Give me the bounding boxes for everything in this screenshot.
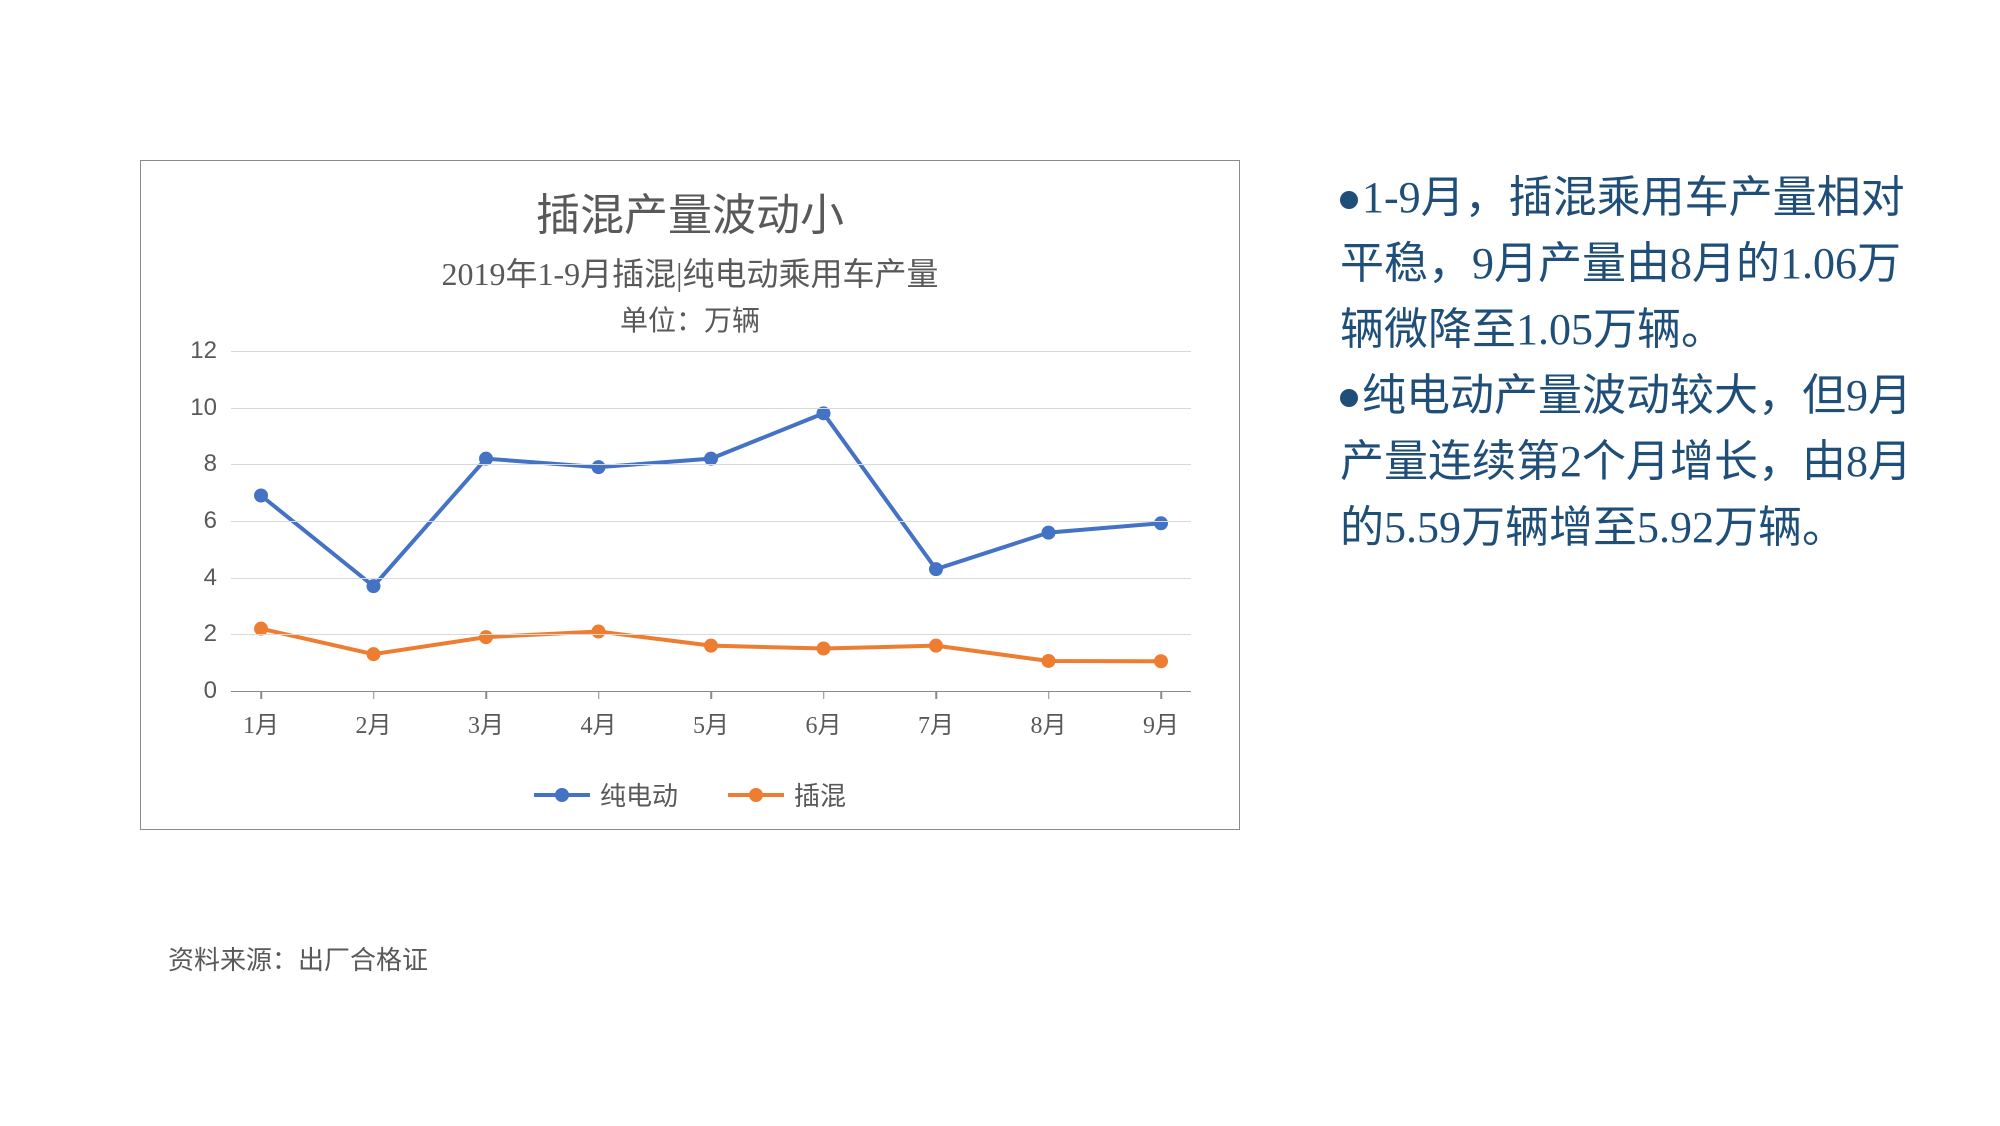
- series-marker: [592, 460, 606, 474]
- legend-label: 纯电动: [600, 776, 678, 813]
- bullet-text: 1-9月，插混乘用车产量相对平稳，9月产量由8月的1.06万辆微降至1.05万辆…: [1340, 173, 1905, 354]
- gridline: [231, 464, 1191, 465]
- gridline: [231, 408, 1191, 409]
- plot-area: 0246810121月2月3月4月5月6月7月8月9月: [231, 351, 1191, 691]
- x-tick-label: 3月: [468, 691, 504, 740]
- series-marker: [1154, 654, 1168, 668]
- source-label: 资料来源：出厂合格证: [168, 940, 428, 977]
- series-marker: [479, 630, 493, 644]
- gridline: [231, 521, 1191, 522]
- x-tick-label: 1月: [243, 691, 279, 740]
- gridline: [231, 578, 1191, 579]
- series-marker: [1042, 654, 1056, 668]
- series-marker: [592, 625, 606, 639]
- series-marker: [1042, 526, 1056, 540]
- chart-subtitle: 2019年1-9月插混|纯电动乘用车产量: [141, 249, 1239, 295]
- x-tick-label: 8月: [1031, 691, 1067, 740]
- y-tick-label: 0: [204, 677, 231, 705]
- series-marker: [367, 579, 381, 593]
- gridline: [231, 351, 1191, 352]
- x-tick-label: 7月: [918, 691, 954, 740]
- chart-title: 插混产量波动小: [141, 179, 1239, 243]
- x-tick-label: 2月: [356, 691, 392, 740]
- series-marker: [254, 489, 268, 503]
- legend-line-icon: [728, 793, 784, 797]
- legend-label: 插混: [794, 776, 846, 813]
- bullet-text: 纯电动产量波动较大，但9月产量连续第2个月增长，由8月的5.59万辆增至5.92…: [1340, 371, 1912, 552]
- legend: 纯电动 插混: [534, 776, 846, 813]
- legend-marker-icon: [555, 788, 569, 802]
- y-tick-label: 2: [204, 620, 231, 648]
- series-line: [261, 413, 1161, 586]
- bullet-icon: [1340, 389, 1358, 407]
- legend-line-icon: [534, 793, 590, 797]
- chart-unit: 单位：万辆: [141, 299, 1239, 339]
- series-marker: [929, 639, 943, 653]
- x-tick-label: 4月: [581, 691, 617, 740]
- legend-item: 纯电动: [534, 776, 678, 813]
- y-tick-label: 12: [190, 337, 231, 365]
- chart-container: 插混产量波动小 2019年1-9月插混|纯电动乘用车产量 单位：万辆 02468…: [140, 160, 1240, 830]
- series-marker: [929, 562, 943, 576]
- y-tick-label: 6: [204, 507, 231, 535]
- legend-item: 插混: [728, 776, 846, 813]
- series-marker: [704, 639, 718, 653]
- legend-marker-icon: [749, 788, 763, 802]
- y-tick-label: 8: [204, 450, 231, 478]
- bullet-icon: [1340, 191, 1358, 209]
- y-tick-label: 10: [190, 394, 231, 422]
- gridline: [231, 634, 1191, 635]
- y-tick-label: 4: [204, 564, 231, 592]
- x-tick-label: 6月: [806, 691, 842, 740]
- x-tick-label: 5月: [693, 691, 729, 740]
- series-marker: [1154, 516, 1168, 530]
- side-text-bullet: 纯电动产量波动较大，但9月产量连续第2个月增长，由8月的5.59万辆增至5.92…: [1340, 363, 1920, 561]
- x-tick-label: 9月: [1143, 691, 1179, 740]
- series-marker: [367, 647, 381, 661]
- side-text: 1-9月，插混乘用车产量相对平稳，9月产量由8月的1.06万辆微降至1.05万辆…: [1340, 165, 1920, 561]
- side-text-bullet: 1-9月，插混乘用车产量相对平稳，9月产量由8月的1.06万辆微降至1.05万辆…: [1340, 165, 1920, 363]
- series-marker: [817, 642, 831, 656]
